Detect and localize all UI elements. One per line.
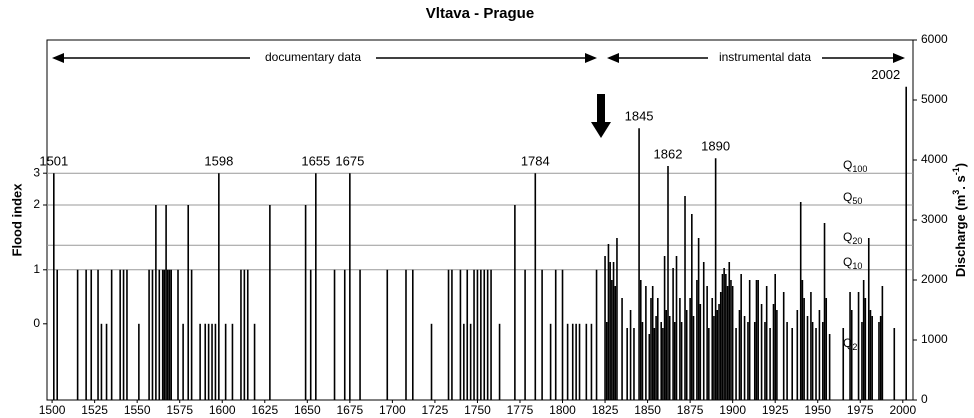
x-tick-label: 1875 — [677, 403, 704, 417]
flood-year-label: 1675 — [335, 154, 364, 169]
x-tick-label: 1700 — [379, 403, 406, 417]
period-label: instrumental data — [719, 50, 811, 64]
y-tick-label: 2 — [33, 197, 40, 211]
x-tick-label: 1975 — [847, 403, 874, 417]
x-tick-label: 1800 — [549, 403, 576, 417]
y2-tick-label: 4000 — [921, 152, 948, 166]
q-level-sub: 50 — [852, 196, 862, 206]
q-level-label: Q2 — [843, 336, 857, 352]
x-tick-label: 1525 — [81, 403, 108, 417]
y2-label-part: Discharge (m — [953, 195, 968, 277]
x-tick-label: 1825 — [592, 403, 619, 417]
q-level-sub: 2 — [852, 342, 857, 352]
y2-label-part: . s — [953, 175, 968, 189]
q-level-sub: 10 — [852, 261, 862, 271]
q-level-letter: Q — [843, 190, 852, 204]
chart-title: Vltava - Prague — [426, 5, 534, 22]
x-tick-label: 1600 — [209, 403, 236, 417]
y2-tick-label: 6000 — [921, 32, 948, 46]
q-level-letter: Q — [843, 255, 852, 269]
x-tick-label: 1650 — [294, 403, 321, 417]
y-tick-label: 3 — [33, 165, 40, 179]
x-tick-label: 1625 — [251, 403, 278, 417]
flood-year-label: 1845 — [625, 109, 654, 124]
q-level-label: Q50 — [843, 190, 862, 206]
q-level-letter: Q — [843, 336, 852, 350]
y2-tick-label: 0 — [921, 392, 928, 406]
x-tick-label: 1850 — [634, 403, 661, 417]
y2-tick-label: 3000 — [921, 212, 948, 226]
q-level-label: Q20 — [843, 230, 862, 246]
flood-year-label: 2002 — [871, 67, 900, 82]
y2-label-sup: -1 — [951, 167, 961, 175]
y2-label-part: ) — [953, 163, 968, 167]
q-level-label: Q10 — [843, 255, 862, 271]
x-tick-label: 1500 — [39, 403, 66, 417]
x-tick-label: 1675 — [336, 403, 363, 417]
x-tick-label: 2000 — [889, 403, 916, 417]
x-tick-label: 1575 — [166, 403, 193, 417]
x-tick-label: 1750 — [464, 403, 491, 417]
flood-year-label: 1784 — [521, 154, 550, 169]
y2-label-sup: 3 — [951, 190, 961, 195]
period-arrows — [52, 53, 905, 63]
y2-tick-label: 2000 — [921, 272, 948, 286]
flood-year-label: 1890 — [701, 139, 730, 154]
q-level-label: Q100 — [843, 158, 867, 174]
flood-year-label: 1598 — [204, 154, 233, 169]
y2-tick-label: 1000 — [921, 332, 948, 346]
transition-arrow — [591, 94, 611, 138]
x-tick-label: 1775 — [507, 403, 534, 417]
flood-year-label: 1862 — [654, 146, 683, 161]
q-level-sub: 100 — [852, 165, 867, 175]
y2-axis-label: Discharge (m3. s-1) — [951, 163, 968, 277]
x-tick-label: 1925 — [762, 403, 789, 417]
flood-year-label: 1501 — [39, 154, 68, 169]
y-tick-label: 0 — [33, 316, 40, 330]
q-level-letter: Q — [843, 158, 852, 172]
x-tick-label: 1900 — [719, 403, 746, 417]
flood-year-label: 1655 — [301, 154, 330, 169]
y-axis-label: Flood index — [9, 183, 24, 257]
q-level-sub: 20 — [852, 237, 862, 247]
y-tick-label: 1 — [33, 262, 40, 276]
period-label: documentary data — [265, 50, 361, 64]
x-tick-label: 1550 — [124, 403, 151, 417]
y2-tick-label: 5000 — [921, 92, 948, 106]
x-tick-label: 1725 — [422, 403, 449, 417]
x-tick-label: 1950 — [804, 403, 831, 417]
q-level-letter: Q — [843, 230, 852, 244]
